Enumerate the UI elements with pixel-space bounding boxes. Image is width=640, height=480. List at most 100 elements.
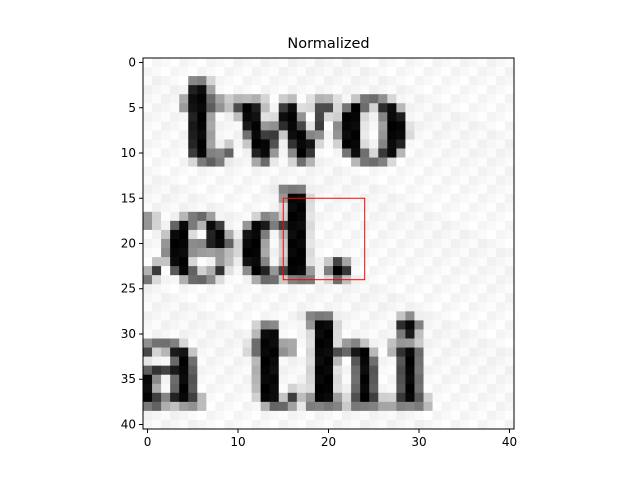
heatmap-cell bbox=[432, 347, 443, 358]
heatmap-cell bbox=[477, 275, 488, 285]
heatmap-cell bbox=[296, 419, 307, 429]
heatmap-cell bbox=[296, 311, 307, 321]
heatmap-cell bbox=[333, 121, 343, 131]
heatmap-cell bbox=[242, 94, 252, 104]
heatmap-cell bbox=[314, 401, 325, 412]
heatmap-cell bbox=[224, 392, 234, 403]
heatmap-cell bbox=[233, 85, 243, 95]
heatmap-cell bbox=[333, 130, 343, 140]
heatmap-cell bbox=[188, 266, 198, 276]
heatmap-cell bbox=[188, 157, 198, 167]
heatmap-cell bbox=[387, 166, 397, 177]
heatmap-cell bbox=[333, 103, 343, 113]
heatmap-cell bbox=[152, 112, 162, 122]
heatmap-cell bbox=[152, 184, 162, 195]
heatmap-cell bbox=[278, 410, 289, 421]
heatmap-cell bbox=[351, 329, 361, 339]
heatmap-cell bbox=[287, 184, 298, 195]
heatmap-cell bbox=[215, 76, 225, 86]
heatmap-cell bbox=[333, 302, 343, 312]
heatmap-cell bbox=[342, 67, 352, 77]
heatmap-cell bbox=[287, 311, 298, 321]
heatmap-cell bbox=[197, 383, 207, 394]
heatmap-cell bbox=[423, 302, 433, 312]
heatmap-cell bbox=[242, 302, 252, 312]
heatmap-cell bbox=[314, 329, 325, 339]
heatmap-cell bbox=[414, 139, 424, 149]
heatmap-cell bbox=[233, 58, 243, 68]
heatmap-cell bbox=[206, 139, 216, 149]
heatmap-cell bbox=[242, 238, 252, 249]
heatmap-cell bbox=[369, 175, 379, 186]
heatmap-cell bbox=[314, 58, 325, 68]
heatmap-cell bbox=[405, 121, 415, 131]
heatmap-cell bbox=[387, 175, 397, 186]
heatmap-cell bbox=[459, 374, 470, 385]
heatmap-cell bbox=[197, 130, 207, 140]
heatmap-cell bbox=[251, 184, 262, 195]
heatmap-cell bbox=[188, 121, 198, 131]
heatmap-cell bbox=[287, 257, 298, 267]
heatmap-cell bbox=[152, 248, 162, 258]
heatmap-cell bbox=[197, 329, 207, 339]
heatmap-cell bbox=[224, 266, 234, 276]
heatmap-cell bbox=[161, 202, 171, 213]
heatmap-cell bbox=[495, 220, 506, 231]
heatmap-cell bbox=[477, 148, 488, 158]
heatmap-cell bbox=[396, 103, 406, 113]
heatmap-cell bbox=[233, 374, 243, 385]
heatmap-cell bbox=[333, 401, 343, 412]
heatmap-cell bbox=[296, 85, 307, 95]
heatmap-cell bbox=[224, 248, 234, 258]
heatmap-cell bbox=[323, 248, 334, 258]
heatmap-cell bbox=[477, 211, 488, 222]
heatmap-cell bbox=[441, 365, 452, 376]
heatmap-cell bbox=[468, 383, 479, 394]
heatmap-cell bbox=[179, 76, 189, 86]
x-tick-label: 0 bbox=[144, 435, 152, 449]
heatmap-cell bbox=[432, 401, 443, 412]
heatmap-cell bbox=[224, 302, 234, 312]
heatmap-cell bbox=[242, 103, 252, 113]
heatmap-cell bbox=[504, 220, 514, 231]
heatmap-cell bbox=[170, 257, 180, 267]
heatmap-cell bbox=[333, 374, 343, 385]
heatmap-cell bbox=[170, 293, 180, 303]
heatmap-cell bbox=[387, 238, 397, 249]
heatmap-cell bbox=[351, 257, 361, 267]
heatmap-cell bbox=[197, 67, 207, 77]
heatmap-cell bbox=[287, 103, 298, 113]
heatmap-cell bbox=[504, 347, 514, 358]
heatmap-cell bbox=[143, 67, 153, 77]
heatmap-cell bbox=[287, 302, 298, 312]
heatmap-cell bbox=[414, 175, 424, 186]
heatmap-cell bbox=[333, 329, 343, 339]
heatmap-cell bbox=[360, 338, 370, 348]
heatmap-cell bbox=[441, 202, 452, 213]
heatmap-cell bbox=[215, 202, 225, 213]
heatmap-cell bbox=[305, 157, 316, 167]
heatmap-cell bbox=[441, 112, 452, 122]
heatmap-cell bbox=[468, 374, 479, 385]
heatmap-cell bbox=[305, 220, 316, 231]
heatmap-cell bbox=[296, 58, 307, 68]
heatmap-cell bbox=[251, 257, 262, 267]
heatmap-cell bbox=[296, 211, 307, 222]
heatmap-cell bbox=[197, 293, 207, 303]
heatmap-cell bbox=[314, 284, 325, 294]
heatmap-cell bbox=[287, 229, 298, 240]
heatmap-cell bbox=[333, 220, 343, 231]
heatmap-cell bbox=[387, 139, 397, 149]
heatmap-cell bbox=[441, 85, 452, 95]
y-tick-label: 10 bbox=[121, 146, 136, 160]
heatmap-cell bbox=[233, 257, 243, 267]
heatmap-cell bbox=[459, 112, 470, 122]
heatmap-cell bbox=[486, 130, 497, 140]
heatmap-cell bbox=[405, 284, 415, 294]
heatmap-cell bbox=[432, 94, 443, 104]
heatmap-cell bbox=[206, 130, 216, 140]
heatmap-cell bbox=[188, 302, 198, 312]
heatmap-cell bbox=[260, 139, 271, 149]
heatmap-cell bbox=[251, 193, 262, 204]
